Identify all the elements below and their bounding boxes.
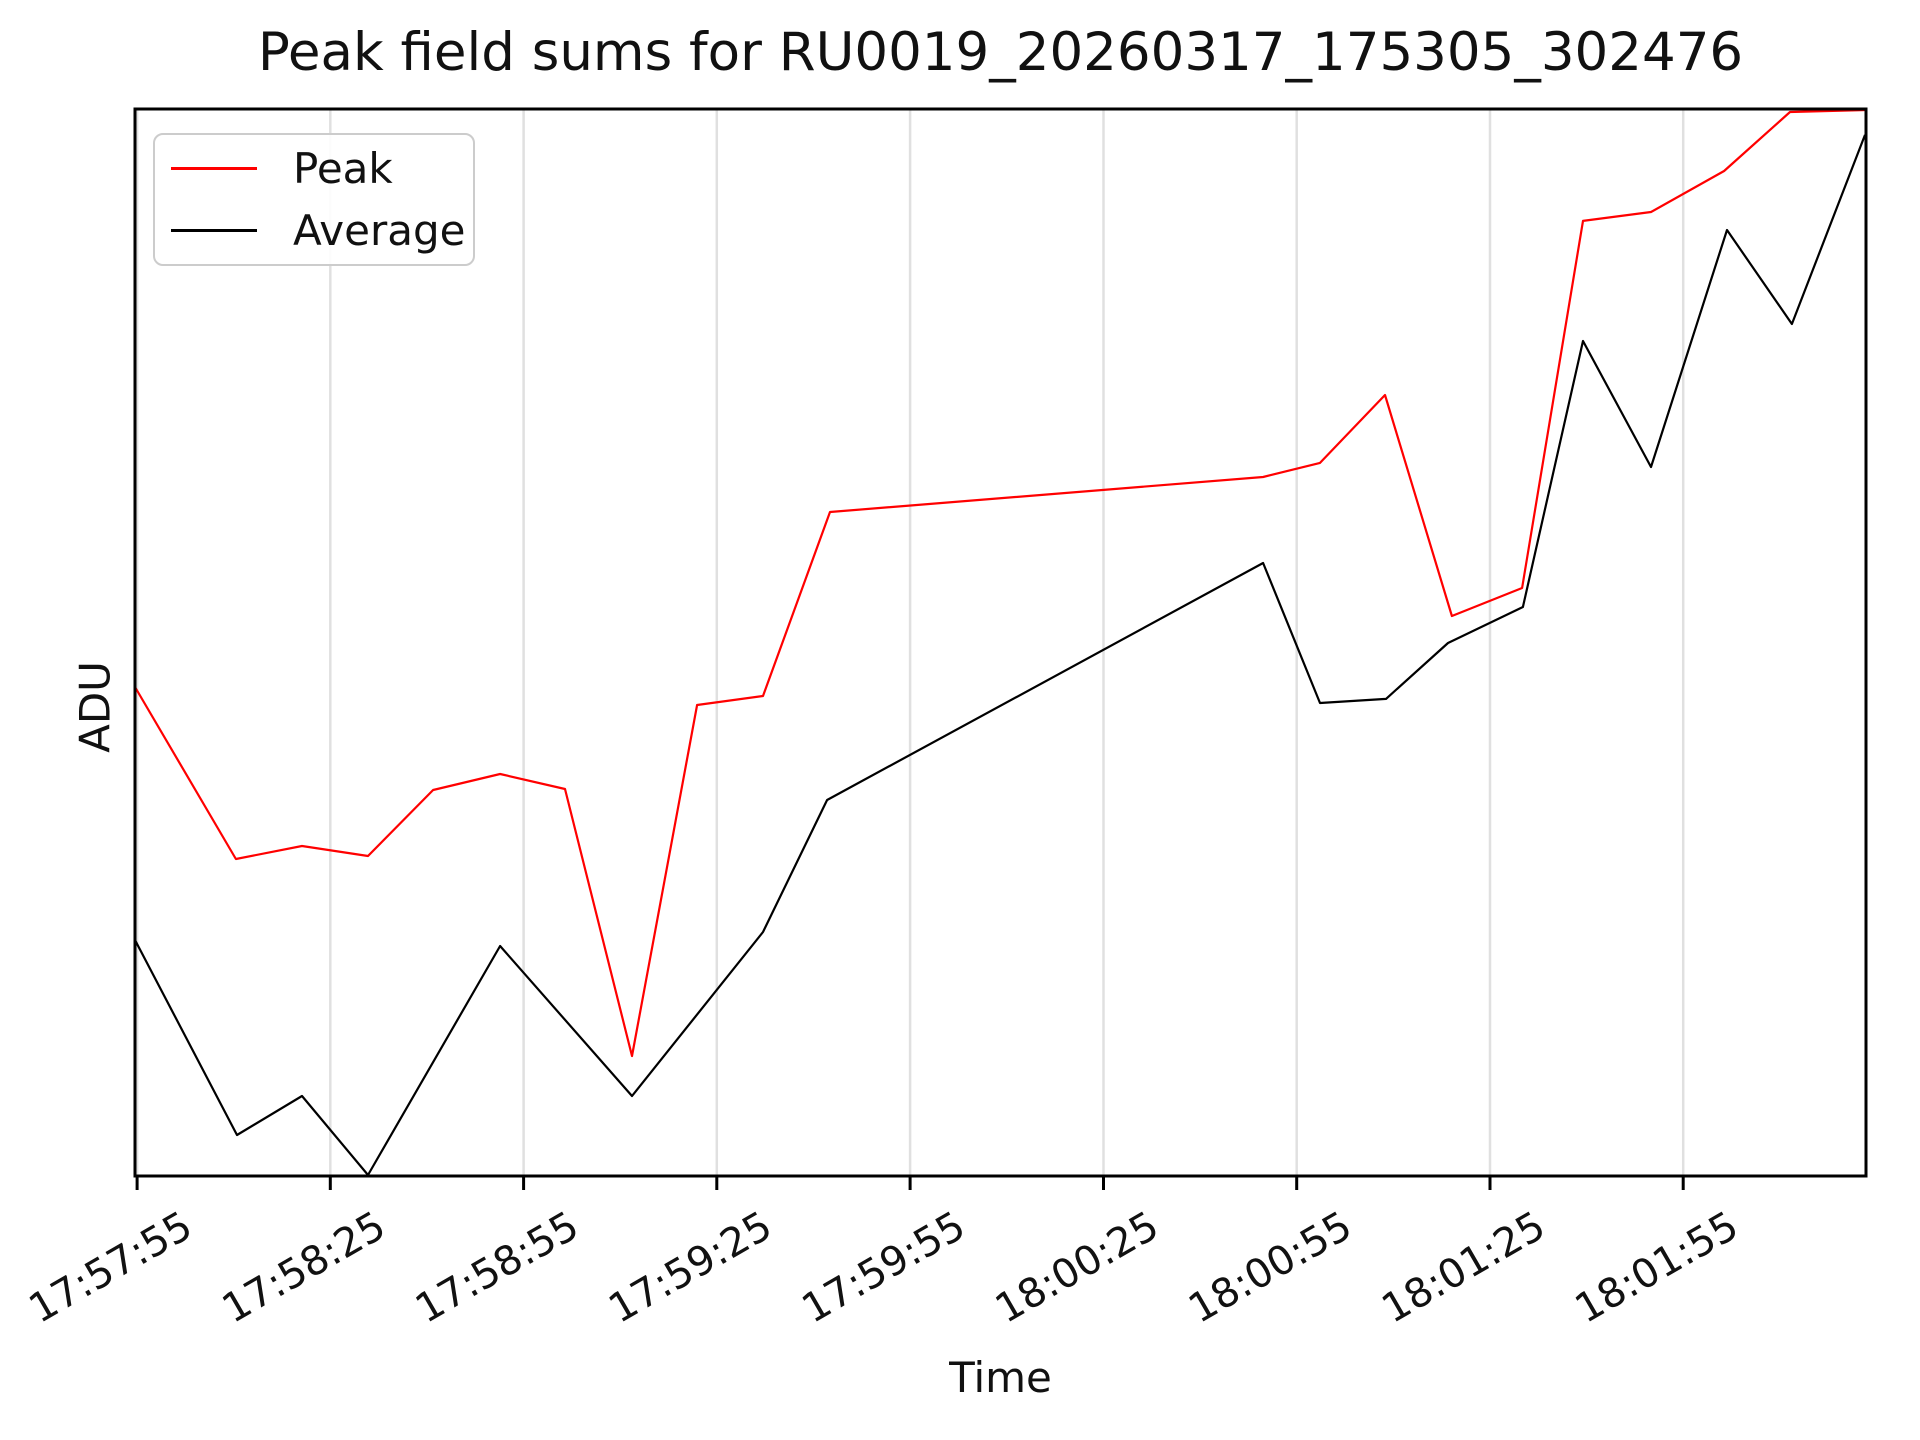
legend-item-peak: Peak (171, 147, 473, 191)
axes-frame (133, 107, 1868, 1178)
x-tick-label: 17:58:25 (215, 1203, 394, 1333)
x-tick-label: 18:01:25 (1374, 1203, 1553, 1333)
x-tick-label: 17:59:55 (795, 1203, 974, 1333)
chart-title: Peak field sums for RU0019_20260317_1753… (257, 22, 1744, 83)
legend-item-average: Average (171, 209, 473, 253)
peak-line-swatch (171, 167, 257, 170)
x-axis-label: Time (949, 1353, 1052, 1402)
series-line-average (134, 134, 1867, 1177)
average-line-swatch (171, 229, 257, 232)
x-tick-label: 18:00:25 (988, 1203, 1167, 1333)
x-tick-label: 17:57:55 (22, 1203, 201, 1333)
x-tick-label: 17:58:55 (408, 1203, 587, 1333)
x-tick-label: 18:00:55 (1181, 1203, 1360, 1333)
legend-label-average: Average (293, 205, 466, 255)
legend: Peak Average (153, 133, 475, 266)
series-line-peak (134, 108, 1867, 1058)
x-tick-label: 17:59:25 (601, 1203, 780, 1333)
legend-label-peak: Peak (293, 143, 393, 193)
x-tick-label: 18:01:55 (1568, 1203, 1747, 1333)
